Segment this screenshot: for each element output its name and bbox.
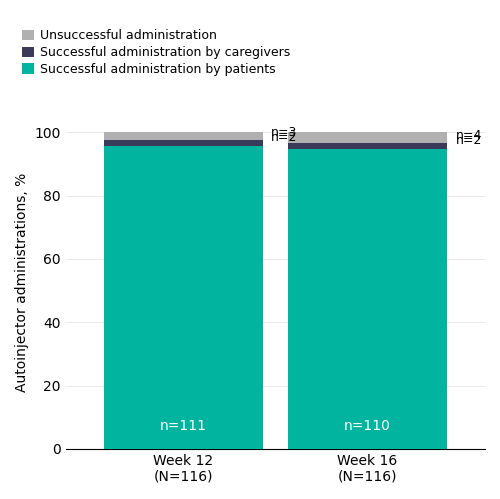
Text: n=2: n=2 — [271, 131, 297, 144]
Text: n=3: n=3 — [271, 126, 297, 139]
Text: n=110: n=110 — [344, 419, 391, 433]
Text: n=2: n=2 — [456, 134, 482, 147]
Y-axis label: Autoinjector administrations, %: Autoinjector administrations, % — [15, 173, 29, 392]
Legend: Unsuccessful administration, Successful administration by caregivers, Successful: Unsuccessful administration, Successful … — [22, 29, 290, 76]
Bar — [288, 143, 448, 149]
Text: n=4: n=4 — [456, 129, 482, 142]
Bar — [288, 132, 448, 143]
Bar — [104, 146, 263, 449]
Bar — [104, 140, 263, 146]
Bar — [104, 132, 263, 140]
Bar — [288, 149, 448, 449]
Text: n=111: n=111 — [160, 419, 206, 433]
